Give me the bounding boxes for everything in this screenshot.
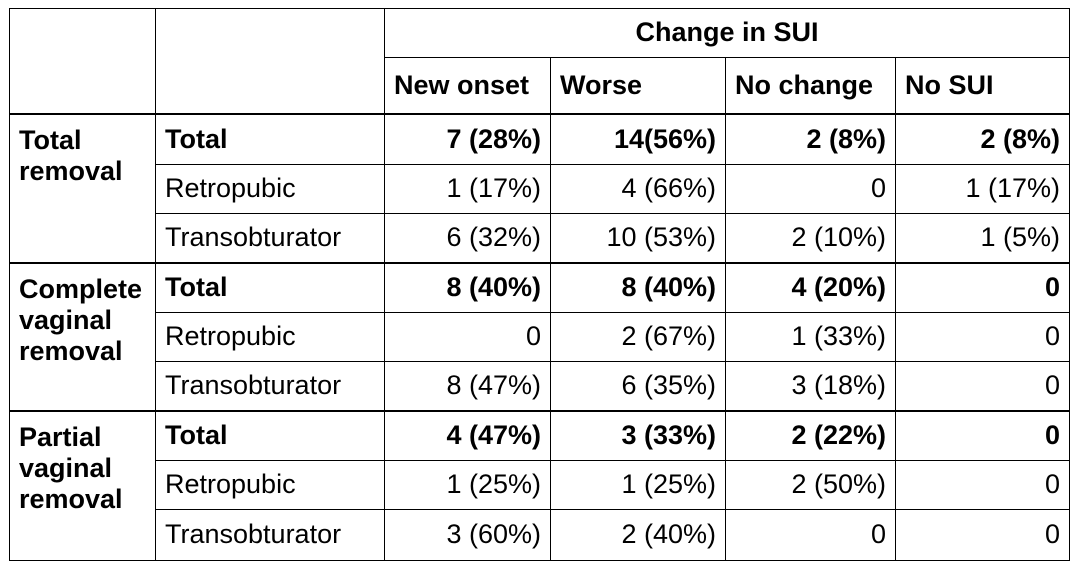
cell-value: 10 (53%)	[550, 213, 726, 263]
row-label: Total	[155, 261, 385, 313]
cell-value: 8 (40%)	[550, 261, 726, 313]
table-row: Total removal Total 7 (28%) 14(56%) 2 (8…	[9, 112, 1071, 263]
group-label: Partial vaginal removal	[9, 409, 156, 561]
cell-value: 1 (33%)	[725, 312, 896, 362]
cell-value: 0	[894, 509, 1071, 561]
cell-value: 7 (28%)	[384, 112, 551, 165]
table-row: Transobturator 6 (32%) 10 (53%) 2 (10%) …	[10, 213, 1071, 263]
group-label: Total removal	[9, 112, 156, 263]
cell-value: 2 (10%)	[725, 213, 896, 263]
corner-cell-group	[9, 8, 156, 114]
table-row: Transobturator 8 (47%) 6 (35%) 3 (18%) 0	[10, 361, 1071, 411]
row-label: Transobturator	[155, 509, 385, 561]
header-row-1: Change in SUI	[9, 8, 1071, 114]
cell-value: 1 (25%)	[550, 460, 726, 510]
cell-value: 8 (40%)	[384, 261, 551, 313]
column-header-no-change: No change	[725, 57, 896, 114]
cell-value: 8 (47%)	[384, 361, 551, 411]
table-row: Retropubic 1 (17%) 4 (66%) 0 1 (17%)	[10, 164, 1071, 214]
row-label: Transobturator	[155, 361, 385, 411]
sui-change-table: Change in SUI New onset Worse No change …	[9, 8, 1071, 561]
row-label: Retropubic	[155, 312, 385, 362]
cell-value: 2 (8%)	[894, 112, 1071, 165]
row-label: Retropubic	[155, 460, 385, 510]
row-label: Total	[155, 112, 385, 165]
group-label: Complete vaginal removal	[9, 261, 156, 411]
cell-value: 6 (32%)	[384, 213, 551, 263]
row-label: Transobturator	[155, 213, 385, 263]
cell-value: 1 (5%)	[894, 213, 1071, 263]
cell-value: 2 (67%)	[550, 312, 726, 362]
row-label: Retropubic	[155, 164, 385, 214]
cell-value: 4 (66%)	[550, 164, 726, 214]
table-row: Partial vaginal removal Total 4 (47%) 3 …	[9, 409, 1071, 561]
cell-value: 4 (20%)	[725, 261, 896, 313]
corner-cell-type	[155, 8, 385, 114]
cell-value: 1 (25%)	[384, 460, 551, 510]
cell-value: 3 (33%)	[550, 409, 726, 461]
cell-value: 0	[894, 409, 1071, 461]
cell-value: 3 (18%)	[725, 361, 896, 411]
cell-value: 2 (22%)	[725, 409, 896, 461]
table-row: Retropubic 0 2 (67%) 1 (33%) 0	[10, 312, 1071, 362]
cell-value: 0	[894, 460, 1071, 510]
change-in-sui-header: Change in SUI	[383, 8, 1071, 58]
cell-value: 0	[725, 164, 896, 214]
cell-value: 6 (35%)	[550, 361, 726, 411]
cell-value: 0	[894, 361, 1071, 411]
cell-value: 14(56%)	[550, 112, 726, 165]
cell-value: 4 (47%)	[384, 409, 551, 461]
cell-value: 1 (17%)	[384, 164, 551, 214]
cell-value: 0	[725, 509, 896, 561]
column-header-no-sui: No SUI	[894, 57, 1071, 114]
table-row: Retropubic 1 (25%) 1 (25%) 2 (50%) 0	[10, 460, 1071, 510]
table-row: Complete vaginal removal Total 8 (40%) 8…	[9, 261, 1071, 411]
table-row: Transobturator 3 (60%) 2 (40%) 0 0	[10, 509, 1071, 561]
cell-value: 2 (8%)	[725, 112, 896, 165]
cell-value: 3 (60%)	[384, 509, 551, 561]
row-label: Total	[155, 409, 385, 461]
cell-value: 0	[894, 261, 1071, 313]
cell-value: 0	[384, 312, 551, 362]
column-header-new-onset: New onset	[384, 57, 551, 114]
column-header-worse: Worse	[550, 57, 726, 114]
cell-value: 0	[894, 312, 1071, 362]
cell-value: 2 (50%)	[725, 460, 896, 510]
cell-value: 2 (40%)	[550, 509, 726, 561]
cell-value: 1 (17%)	[894, 164, 1071, 214]
